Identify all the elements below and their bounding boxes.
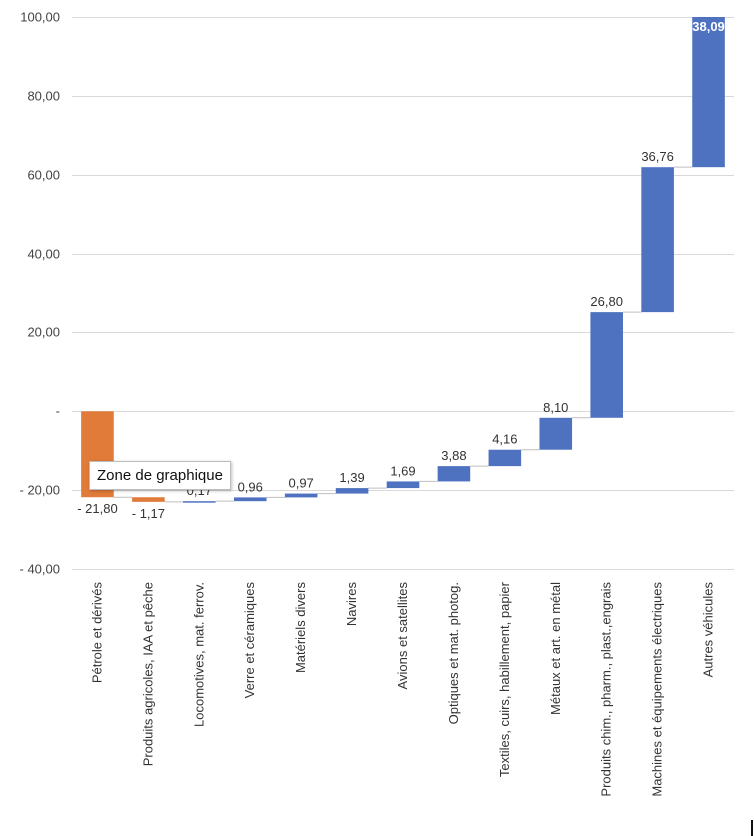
data-label: - 1,17 [132,506,165,521]
gridlines [72,17,734,570]
data-label: 0,97 [288,476,313,491]
bar [539,417,573,450]
y-tick-label: - 20,00 [20,483,60,498]
data-labels: - 21,80- 1,170,17 0,96 0,97 1,39 1,693,884,1… [77,19,725,521]
connectors [113,166,693,503]
data-label: - 21,80 [77,501,117,516]
bar [590,312,623,418]
category-label: Matériels divers [293,582,308,674]
data-label: 4,16 [492,432,517,447]
y-axis: - 40,00 - 20,00 - 20,00 40,00 60,00 80,00 100,0… [20,10,60,577]
category-label: Métaux et art. en métal [548,582,563,715]
category-label: Optiques et mat. photog. [446,582,461,724]
category-label: Verre et céramiques [242,582,257,699]
bars [81,17,725,503]
y-tick-label: 100,00 [20,10,60,25]
y-tick-label: 40,00 [27,247,60,262]
bar [284,493,318,498]
y-tick-label: 80,00 [27,89,60,104]
y-tick-label: 60,00 [27,168,60,183]
y-tick-label: - 40,00 [20,562,60,577]
y-tick-label: 20,00 [27,325,60,340]
data-label: 1,39 [339,470,364,485]
bar [437,466,471,482]
category-label: Autres véhicules [701,582,716,678]
category-label: Locomotives, mat. ferrov. [191,582,206,727]
category-label: Machines et équipements électriques [650,582,665,797]
bar [183,501,216,503]
category-label: Navires [344,582,359,627]
data-label: 26,80 [590,294,623,309]
data-label: 36,76 [641,149,674,164]
chart-area-tooltip: Zone de graphique [89,461,231,490]
category-label: Pétrole et dérivés [89,582,104,684]
bar [132,497,165,502]
bar [233,497,267,502]
category-label: Textiles, cuirs, habillement, papier [497,581,512,777]
data-label: 38,09 [692,19,725,34]
x-axis: Pétrole et dérivés Produits agricoles, IA… [89,581,715,796]
y-tick-label: - [56,404,60,419]
window-edge [751,820,753,836]
bar [386,481,420,489]
category-label: Produits agricoles, IAA et pêche [140,582,155,766]
category-label: Avions et satellites [395,582,410,690]
data-label: 3,88 [441,448,466,463]
bar [641,167,674,313]
category-label: Produits chim., pharm., plast.,engrais [599,582,614,797]
bar [335,488,369,494]
bar [692,17,725,168]
bar [488,449,522,467]
data-label: 0,96 [238,479,263,494]
data-label: 1,69 [390,463,415,478]
data-label: 8,10 [543,400,568,415]
